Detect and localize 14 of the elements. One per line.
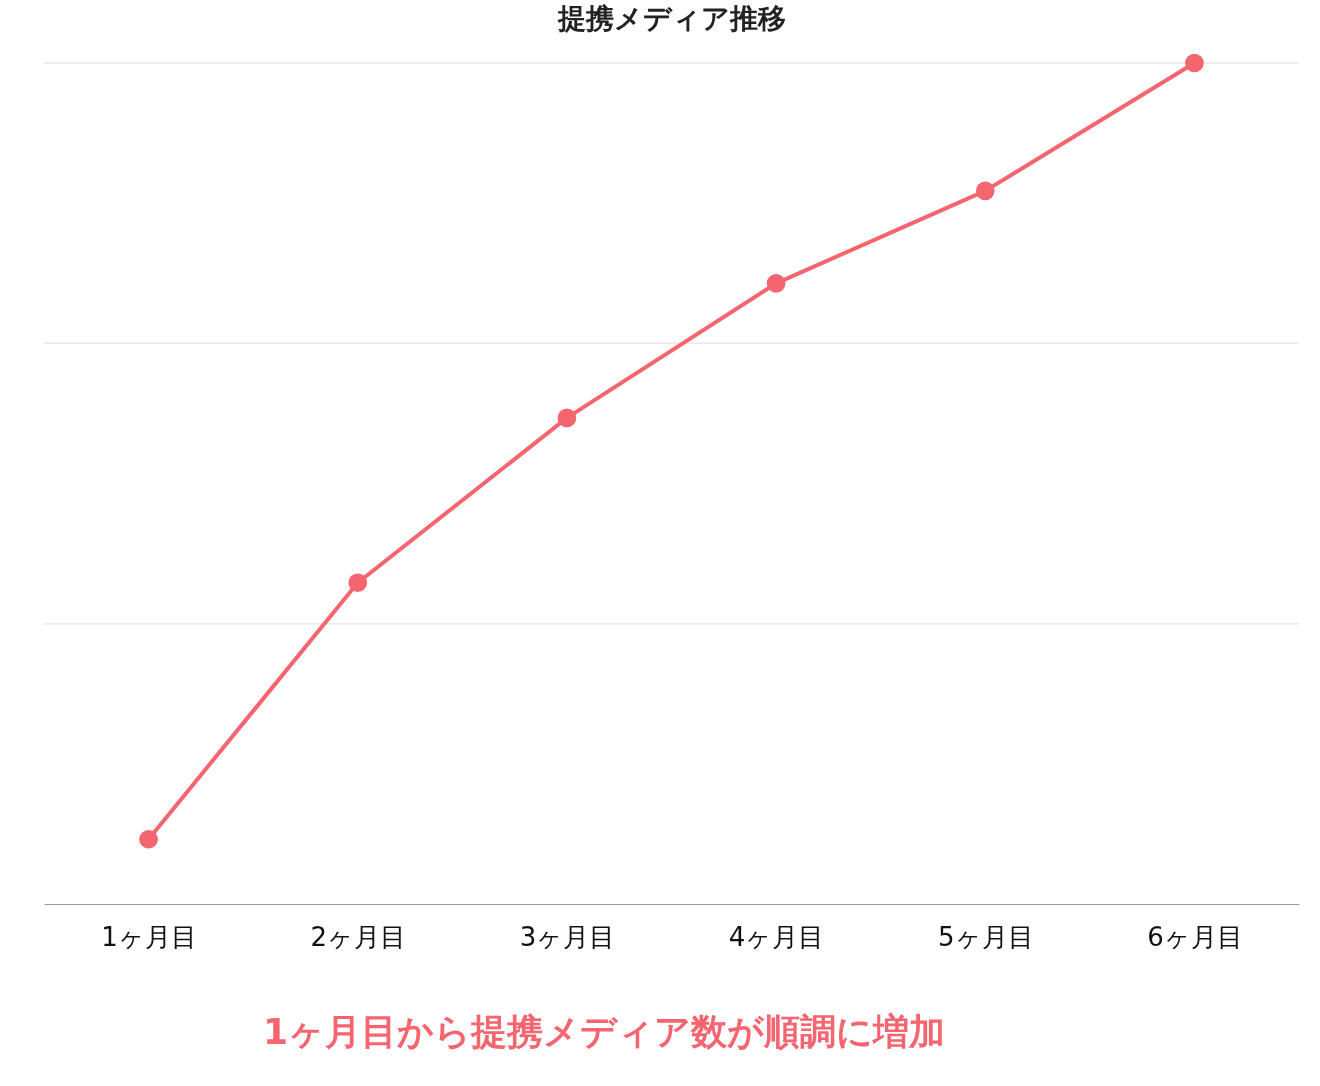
x-tick-label: 3ヶ月目 — [519, 921, 616, 952]
point — [557, 408, 577, 428]
point — [348, 573, 368, 593]
point — [1185, 53, 1204, 73]
point — [975, 181, 995, 201]
x-tick-label: 6ヶ月目 — [1147, 921, 1243, 952]
x-tick-label: 1ヶ月目 — [101, 921, 197, 952]
point — [766, 274, 786, 293]
point — [139, 829, 158, 849]
x-tick-label: 4ヶ月目 — [728, 921, 825, 952]
chart-title: 提携メディア推移 — [556, 1, 786, 35]
x-tick-label: 5ヶ月目 — [937, 921, 1034, 952]
x-tick-label: 2ヶ月目 — [310, 921, 407, 952]
text: 1ヶ月目から提携メディア数が順調に増加 — [262, 1011, 946, 1052]
